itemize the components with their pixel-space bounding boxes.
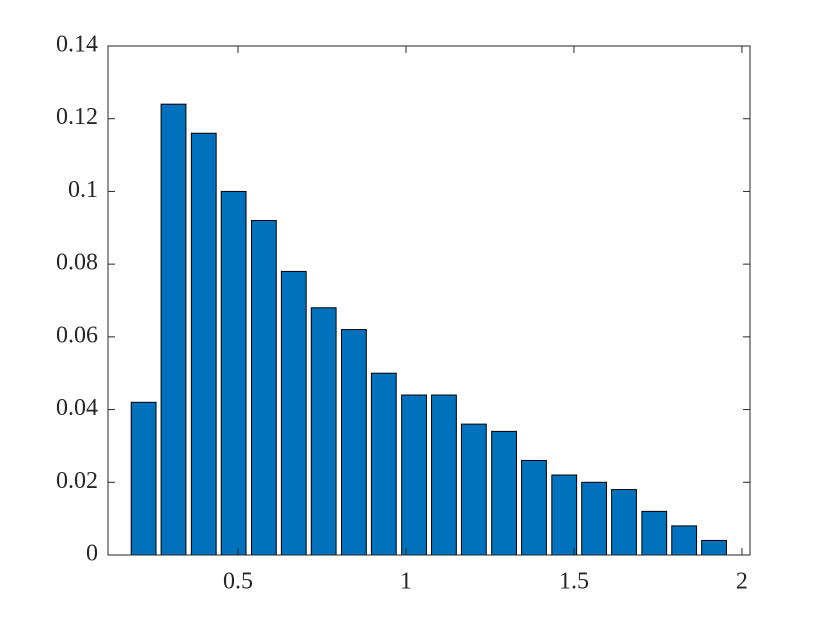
- x-tick-label: 1: [400, 569, 412, 595]
- bar: [250, 220, 277, 556]
- x-tick-label: 2: [736, 569, 748, 595]
- bar: [460, 423, 487, 556]
- bar: [491, 430, 517, 556]
- bar: [701, 539, 727, 556]
- bar: [341, 329, 367, 556]
- bar: [370, 372, 397, 556]
- bar: [310, 307, 337, 556]
- bar: [641, 510, 668, 556]
- y-tick-label: 0.1: [68, 177, 98, 203]
- y-tick-label: 0.02: [56, 468, 98, 494]
- x-tick-label: 1.5: [559, 569, 589, 595]
- bar: [431, 394, 457, 556]
- bar: [581, 481, 608, 556]
- bar: [401, 394, 427, 556]
- bar: [551, 474, 578, 556]
- bar: [521, 459, 547, 556]
- bar: [280, 270, 307, 556]
- y-tick-label: 0.12: [56, 104, 98, 130]
- axes-box: [107, 45, 751, 556]
- bar: [611, 489, 637, 556]
- y-tick-label: 0.08: [56, 250, 98, 276]
- bar: [130, 401, 157, 556]
- y-tick-label: 0.04: [56, 395, 98, 421]
- bar: [220, 190, 247, 556]
- y-tick-label: 0: [86, 541, 98, 567]
- bar: [671, 525, 698, 556]
- y-tick-label: 0.06: [56, 322, 98, 348]
- x-tick-label: 0.5: [223, 569, 253, 595]
- bar: [190, 132, 217, 556]
- bar: [160, 103, 187, 556]
- y-tick-label: 0.14: [56, 32, 98, 58]
